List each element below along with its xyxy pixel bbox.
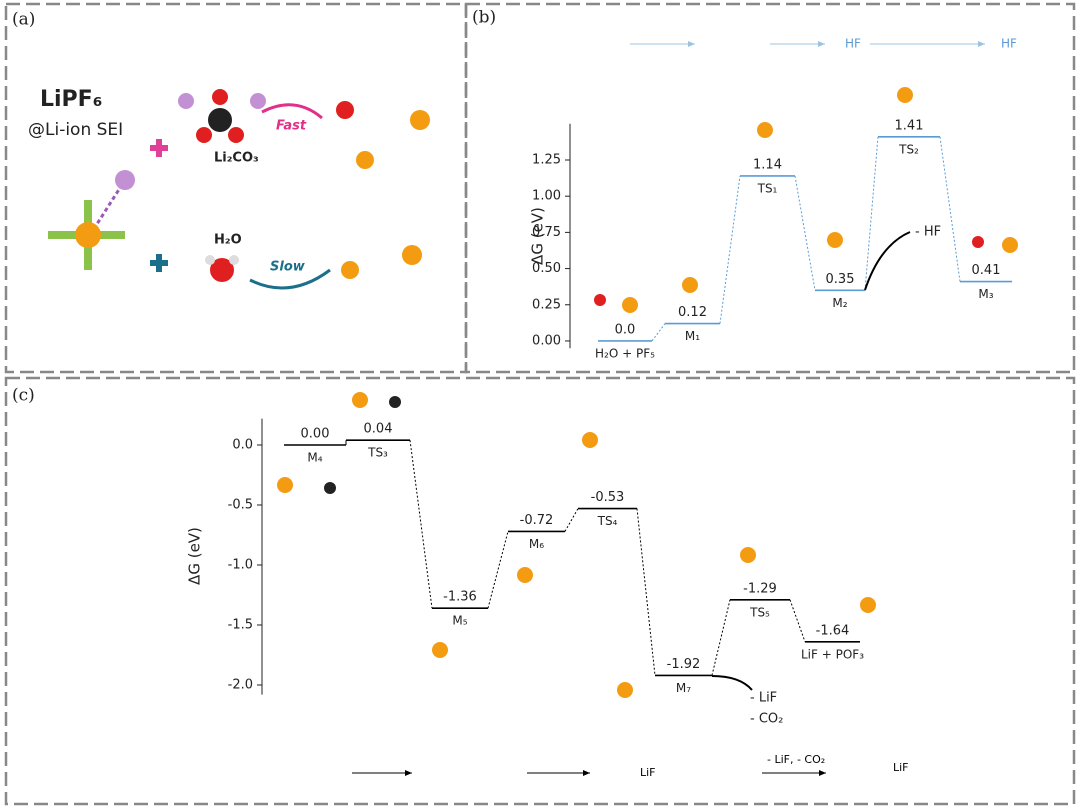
molecule: [48, 89, 430, 282]
level-label: TS₂: [898, 142, 919, 156]
panel-label: (b): [472, 8, 496, 28]
plus-magenta: [150, 139, 168, 157]
annotation: - LiF: [750, 691, 777, 706]
panel-a-frame: [4, 2, 468, 374]
annotation-arrow: [711, 675, 753, 691]
value-label: -1.64: [816, 623, 850, 638]
connector: [651, 323, 666, 342]
level-label: M₆: [529, 537, 544, 551]
level-label: TS₃: [367, 446, 388, 460]
value-label: -1.29: [743, 581, 777, 596]
scheme-arrowhead: [405, 770, 412, 776]
scheme-arrowhead: [819, 770, 826, 776]
reactant-label: Li₂CO₃: [214, 151, 259, 166]
rate-label: Fast: [276, 119, 307, 134]
y-tick-label: 1.00: [532, 189, 561, 204]
value-label: 0.0: [615, 322, 636, 337]
value-label: 0.35: [826, 272, 855, 287]
scheme-arrowhead: [583, 770, 590, 776]
connector: [789, 599, 806, 642]
panel-label: (c): [12, 386, 35, 406]
y-tick-label: 0.00: [532, 333, 561, 348]
level-label: M₅: [452, 614, 467, 628]
annotation: - CO₂: [750, 712, 783, 727]
scheme-label: HF: [1001, 37, 1017, 51]
level-label: H₂O + PF₅: [595, 346, 655, 360]
context-label: @Li-ion SEI: [28, 120, 123, 140]
y-tick-label: -2.0: [228, 678, 253, 693]
connector: [864, 136, 879, 291]
annotation-arrow: [864, 231, 911, 291]
y-tick-label: 0.25: [532, 297, 561, 312]
y-tick-label: 0.50: [532, 261, 561, 276]
panel-label: (a): [12, 10, 35, 30]
level-label: TS₅: [749, 605, 770, 619]
connector: [636, 508, 656, 676]
scheme-arrowhead: [818, 41, 825, 47]
level-label: M₄: [307, 451, 322, 465]
scheme-label: LiF: [640, 766, 656, 779]
level-label: M₃: [978, 287, 993, 301]
y-tick-label: 1.25: [532, 152, 561, 167]
value-label: 1.41: [895, 118, 924, 133]
y-tick-label: -1.0: [228, 558, 253, 573]
reactant-label: H₂O: [214, 233, 242, 248]
value-label: 0.04: [364, 422, 393, 437]
y-tick-label: -1.5: [228, 618, 253, 633]
level-label: M₇: [676, 681, 691, 695]
value-label: -1.92: [667, 657, 701, 672]
level-label: M₁: [685, 329, 700, 343]
value-label: 1.14: [753, 157, 782, 172]
y-axis-title: ΔG (eV): [529, 207, 547, 265]
value-label: 0.12: [678, 305, 707, 320]
scheme-arrowhead: [688, 41, 695, 47]
value-label: -1.36: [443, 590, 477, 605]
panel-c-frame: [4, 376, 1076, 806]
arrow: [261, 103, 323, 120]
plus-teal: [150, 254, 168, 272]
connector: [487, 531, 509, 609]
scheme-label: LiF: [893, 761, 909, 774]
connector: [719, 175, 741, 324]
connector: [564, 508, 579, 532]
molecule: [277, 87, 1018, 698]
scheme-label: - LiF, - CO₂: [767, 753, 825, 766]
compound-label: LiPF₆: [40, 87, 102, 112]
level-label: TS₄: [597, 514, 618, 528]
connector: [711, 599, 731, 676]
value-label: 0.00: [301, 427, 330, 442]
value-label: -0.53: [591, 490, 625, 505]
level-label: LiF + POF₃: [801, 647, 864, 661]
arrow: [249, 268, 331, 290]
level-label: TS₁: [757, 181, 778, 195]
level-label: M₂: [832, 296, 847, 310]
connector: [794, 175, 816, 291]
panel-b-frame: [464, 2, 1076, 374]
rate-label: Slow: [270, 260, 306, 275]
y-tick-label: 0.75: [532, 225, 561, 240]
value-label: 0.41: [972, 263, 1001, 278]
y-axis-title: ΔG (eV): [186, 527, 204, 585]
y-tick-label: 0.0: [232, 438, 253, 453]
scheme-label: HF: [845, 37, 861, 51]
connector: [409, 440, 433, 609]
scheme-arrowhead: [978, 41, 985, 47]
connector: [939, 136, 961, 282]
y-tick-label: -0.5: [228, 498, 253, 513]
value-label: -0.72: [520, 513, 554, 528]
annotation: - HF: [915, 225, 941, 240]
